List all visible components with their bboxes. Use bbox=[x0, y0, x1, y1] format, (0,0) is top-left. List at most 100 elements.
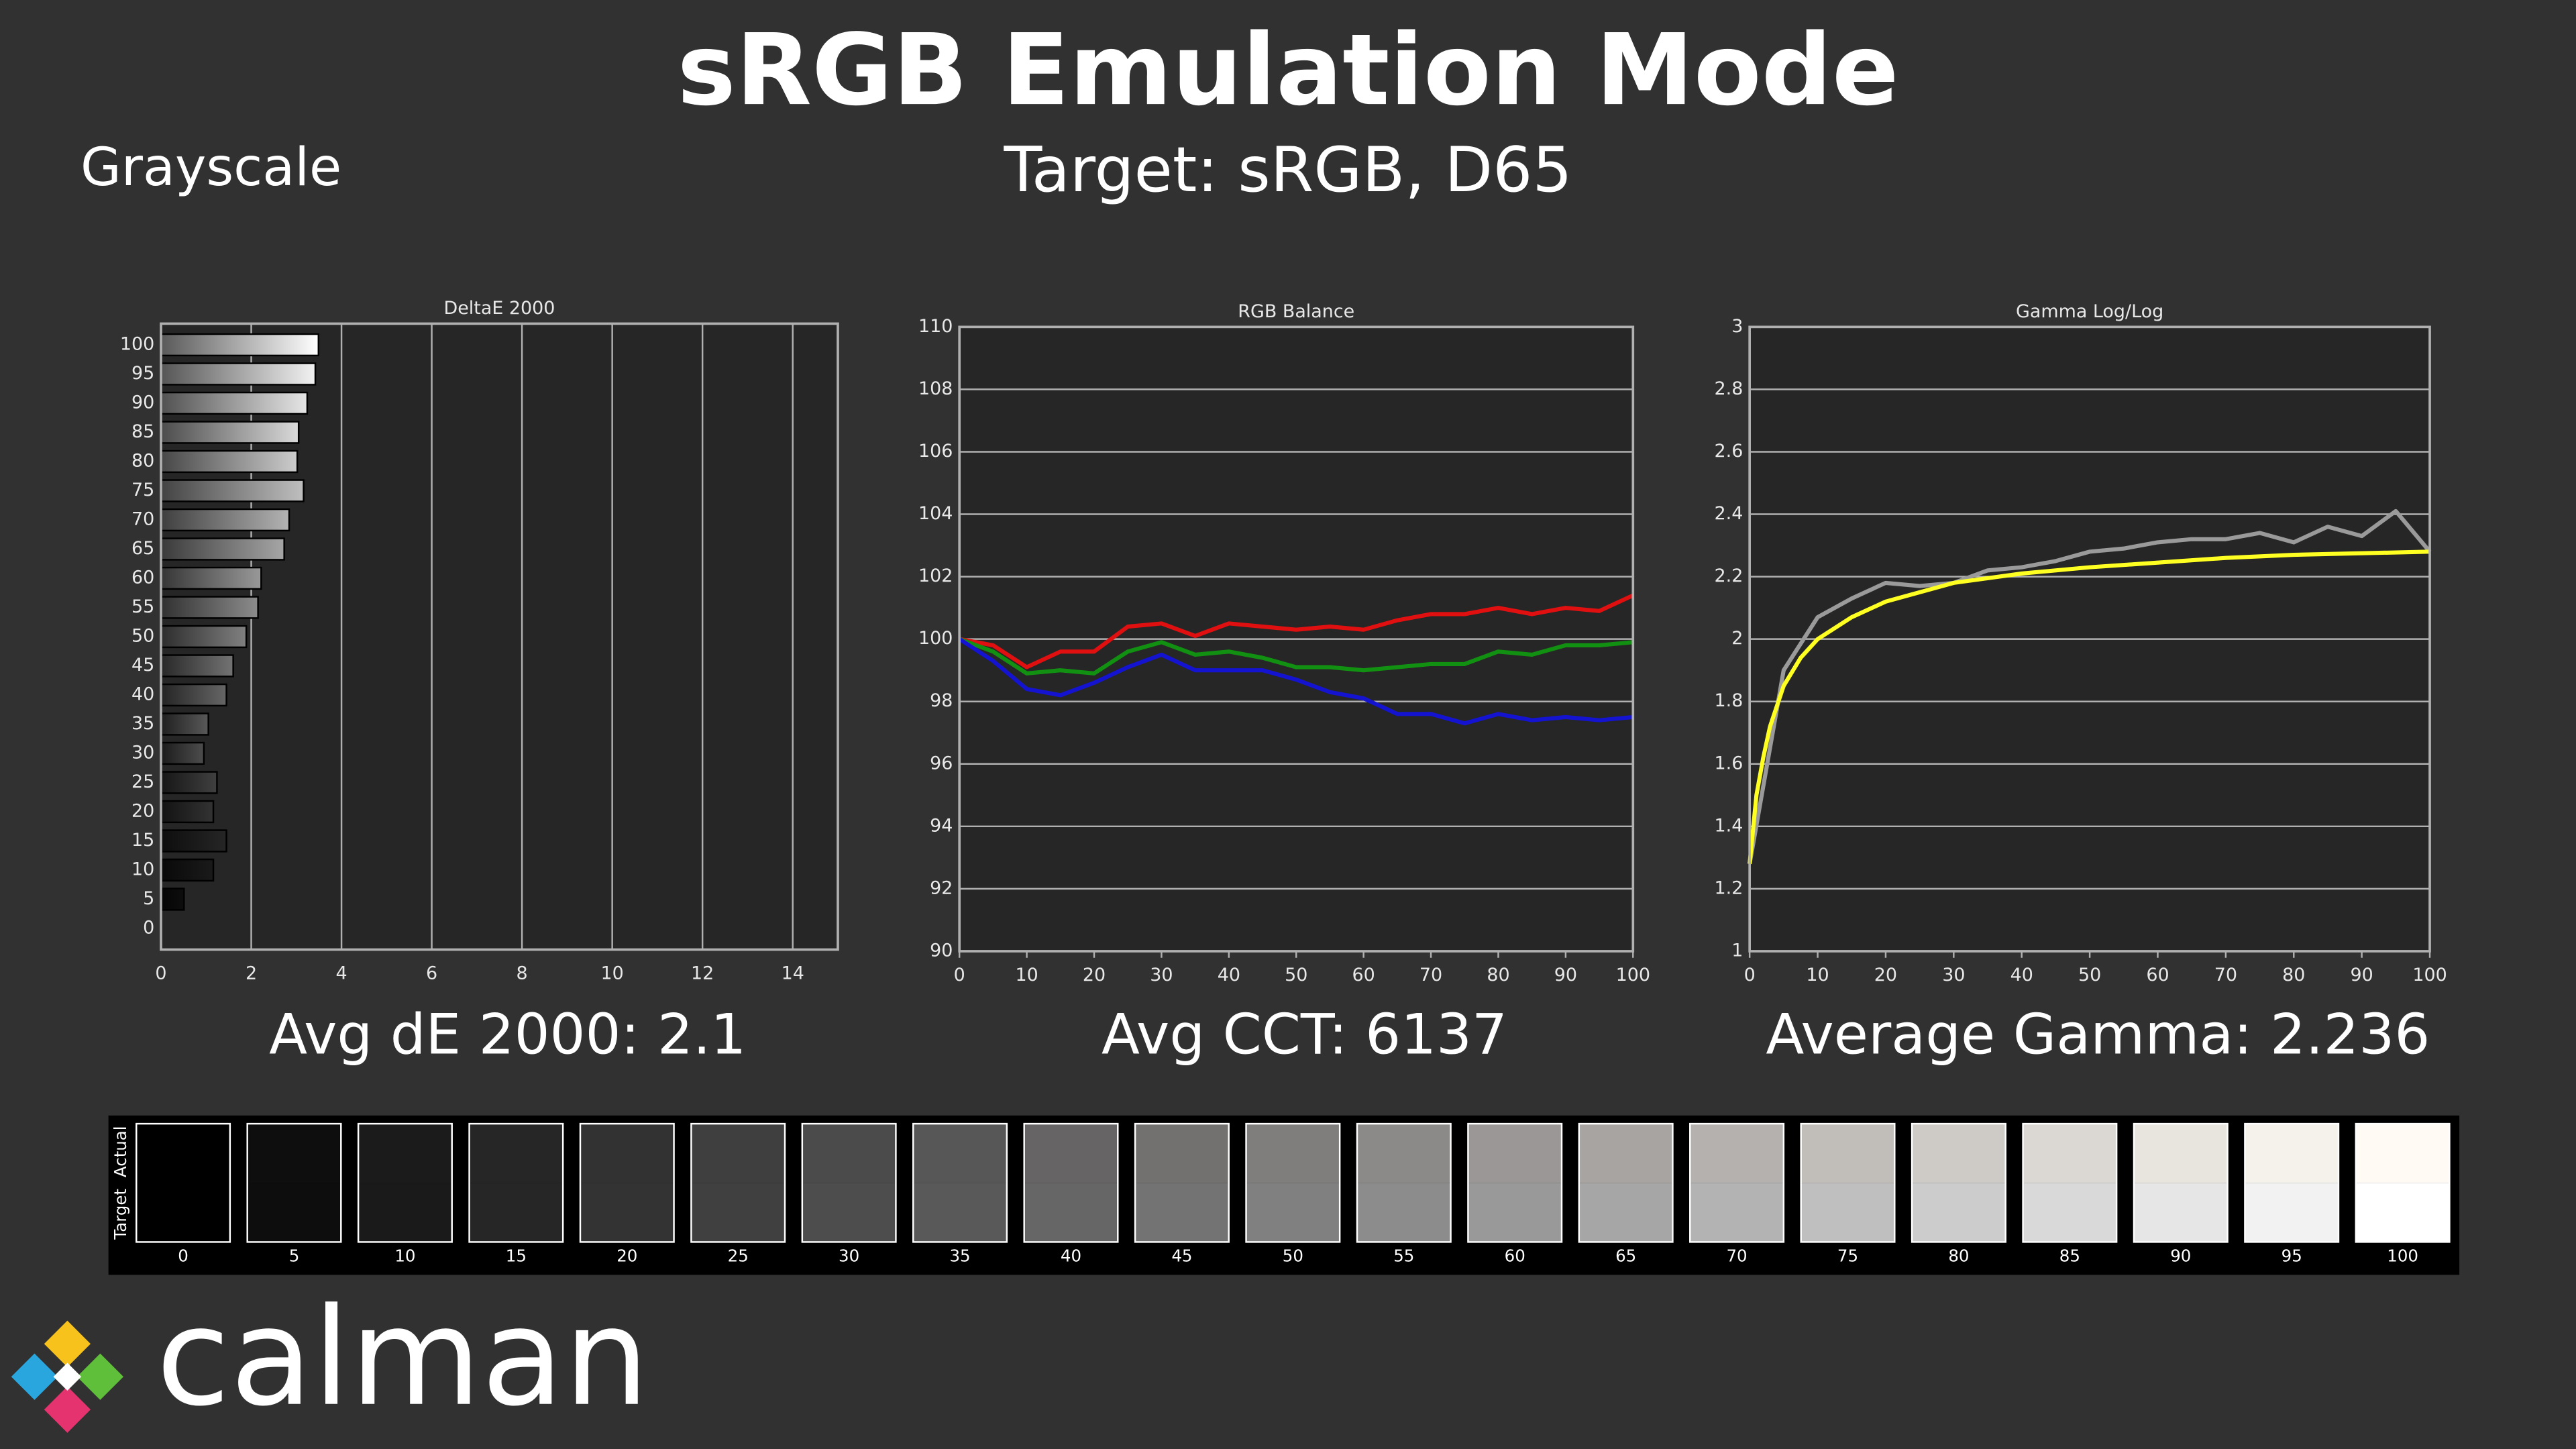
x-tick-label: 90 bbox=[2351, 965, 2373, 985]
swatch-target bbox=[469, 1183, 564, 1242]
swatch-actual bbox=[1912, 1124, 2006, 1183]
y-tick-label: 2.8 bbox=[1715, 378, 1743, 399]
swatch-border bbox=[2244, 1122, 2340, 1243]
swatch-border bbox=[579, 1122, 675, 1243]
swatch-label: 15 bbox=[506, 1246, 527, 1265]
swatch-border bbox=[1134, 1122, 1230, 1243]
swatch-border bbox=[801, 1122, 897, 1243]
swatch-actual bbox=[1135, 1124, 1229, 1183]
y-tick-label: 80 bbox=[131, 450, 154, 471]
swatch-border bbox=[136, 1122, 231, 1243]
bar bbox=[160, 566, 262, 590]
x-tick-label: 10 bbox=[1806, 965, 1829, 985]
x-tick-label: 30 bbox=[1150, 965, 1173, 985]
y-tick-label: 25 bbox=[131, 771, 154, 792]
swatch-target bbox=[1024, 1183, 1118, 1242]
swatch-border bbox=[2355, 1122, 2451, 1243]
y-tick-label: 106 bbox=[918, 441, 953, 462]
swatch-target bbox=[1468, 1183, 1562, 1242]
swatch-label: 65 bbox=[1615, 1246, 1636, 1265]
x-tick-label: 20 bbox=[1874, 965, 1897, 985]
section-label: Grayscale bbox=[80, 137, 341, 198]
x-tick-label: 60 bbox=[1352, 965, 1375, 985]
y-tick-label: 35 bbox=[131, 713, 154, 734]
bar bbox=[160, 625, 248, 649]
swatch-target bbox=[2023, 1183, 2117, 1242]
logo-tile bbox=[11, 1353, 58, 1400]
bar bbox=[160, 829, 227, 853]
x-tick-label: 30 bbox=[1942, 965, 1965, 985]
x-tick-label: 0 bbox=[1744, 965, 1756, 985]
series-line bbox=[958, 637, 1633, 726]
bar bbox=[160, 888, 185, 911]
bar bbox=[160, 391, 309, 415]
series-line bbox=[959, 637, 1633, 676]
swatch-target bbox=[136, 1183, 230, 1242]
y-tick-label: 108 bbox=[918, 378, 953, 399]
swatch-label: 55 bbox=[1393, 1246, 1414, 1265]
x-tick-label: 8 bbox=[517, 963, 528, 984]
bar bbox=[160, 771, 218, 794]
swatch-label: 95 bbox=[2282, 1246, 2302, 1265]
x-tick-label: 0 bbox=[954, 965, 965, 985]
swatch-border bbox=[357, 1122, 453, 1243]
swatch-border bbox=[1689, 1122, 1785, 1243]
swatch-target bbox=[913, 1183, 1007, 1242]
chart-title: DeltaE 2000 bbox=[444, 298, 555, 319]
y-tick-label: 102 bbox=[918, 566, 953, 586]
swatch-label: 60 bbox=[1505, 1246, 1525, 1265]
swatch-label: 40 bbox=[1061, 1246, 1081, 1265]
logo-text: calman bbox=[156, 1280, 649, 1436]
swatch-actual bbox=[1246, 1124, 1340, 1183]
swatch-row-label: Actual bbox=[111, 1126, 130, 1177]
x-tick-label: 80 bbox=[1487, 965, 1509, 985]
x-tick-label: 70 bbox=[2214, 965, 2237, 985]
y-tick-label: 1.2 bbox=[1715, 877, 1743, 898]
swatch-actual bbox=[2245, 1124, 2339, 1183]
swatch-border bbox=[1800, 1122, 1896, 1243]
average-label: Avg dE 2000: 2.1 bbox=[269, 1002, 746, 1067]
swatch-actual bbox=[1578, 1124, 1673, 1183]
swatch-actual bbox=[358, 1124, 452, 1183]
y-tick-label: 90 bbox=[930, 940, 953, 961]
bar bbox=[160, 654, 234, 678]
y-tick-label: 2 bbox=[1731, 628, 1743, 649]
x-tick-label: 4 bbox=[335, 963, 347, 984]
bar bbox=[160, 479, 305, 502]
plot-border bbox=[160, 322, 839, 951]
plot-border bbox=[958, 325, 1635, 953]
swatch-border bbox=[2133, 1122, 2229, 1243]
bar bbox=[160, 449, 299, 474]
swatch-label: 80 bbox=[1948, 1246, 1969, 1265]
x-tick-label: 0 bbox=[155, 963, 166, 984]
y-tick-label: 98 bbox=[930, 690, 953, 711]
swatch-actual bbox=[580, 1124, 674, 1183]
swatch-target bbox=[1912, 1183, 2006, 1242]
swatch-target bbox=[2133, 1183, 2228, 1242]
swatch-border bbox=[912, 1122, 1008, 1243]
y-tick-label: 65 bbox=[131, 538, 154, 559]
x-tick-label: 2 bbox=[246, 963, 257, 984]
swatch-label: 30 bbox=[839, 1246, 859, 1265]
y-tick-label: 85 bbox=[131, 421, 154, 442]
swatch-border bbox=[1578, 1122, 1674, 1243]
swatch-border bbox=[1023, 1122, 1119, 1243]
x-tick-label: 90 bbox=[1554, 965, 1577, 985]
y-tick-label: 90 bbox=[131, 392, 154, 413]
swatch-target bbox=[2355, 1183, 2450, 1242]
swatch-target bbox=[1356, 1183, 1451, 1242]
swatch-actual bbox=[1468, 1124, 1562, 1183]
y-tick-label: 3 bbox=[1731, 316, 1743, 337]
y-tick-label: 0 bbox=[143, 917, 154, 938]
swatch-label: 10 bbox=[394, 1246, 415, 1265]
y-tick-label: 60 bbox=[131, 567, 154, 588]
bar bbox=[160, 421, 300, 444]
y-tick-label: 100 bbox=[120, 333, 154, 354]
x-tick-label: 40 bbox=[1218, 965, 1240, 985]
swatch-border bbox=[1467, 1122, 1563, 1243]
swatch-label: 25 bbox=[728, 1246, 749, 1265]
x-tick-label: 60 bbox=[2146, 965, 2169, 985]
bar bbox=[160, 800, 215, 824]
swatch-label: 35 bbox=[949, 1246, 970, 1265]
